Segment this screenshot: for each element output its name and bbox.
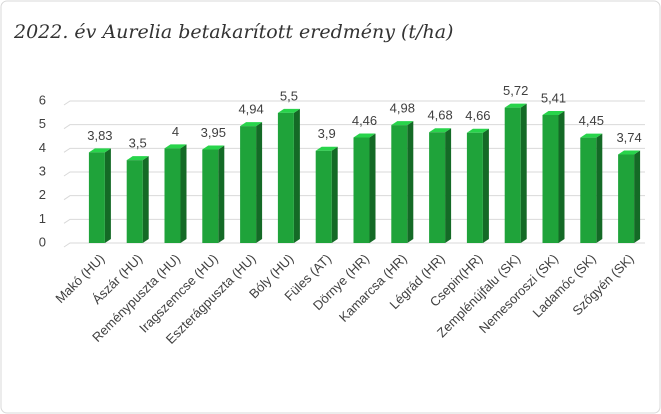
- bar-face: [180, 144, 187, 243]
- bar-face: [558, 110, 565, 243]
- bar: [466, 128, 489, 243]
- grid-line: [63, 124, 645, 130]
- data-label: 4,45: [579, 113, 604, 128]
- data-label: 4,68: [427, 108, 452, 123]
- bar-face: [445, 128, 452, 243]
- bar-face: [466, 128, 489, 133]
- bar: [126, 156, 149, 243]
- grid-line: [63, 100, 645, 106]
- data-label: 5,72: [503, 83, 528, 98]
- bar-face: [391, 125, 408, 243]
- bar-face: [240, 126, 257, 243]
- bar-face: [634, 150, 641, 243]
- bar-face: [353, 133, 376, 138]
- data-label: 3,74: [616, 130, 641, 145]
- bar-face: [542, 110, 565, 115]
- bar-face: [126, 160, 143, 243]
- bar-face: [429, 132, 446, 243]
- y-tick-label: 2: [39, 187, 46, 202]
- bar: [353, 133, 376, 243]
- bar-face: [256, 122, 263, 243]
- data-label: 5,41: [541, 90, 566, 105]
- bar-face: [164, 148, 181, 243]
- bar: [429, 128, 452, 243]
- bar-face: [407, 121, 414, 243]
- data-label: 4,98: [390, 101, 415, 116]
- bar-face: [618, 150, 641, 155]
- bar-face: [202, 149, 219, 243]
- bar-face: [277, 112, 294, 243]
- bar-face: [142, 156, 149, 243]
- bar-face: [88, 148, 111, 153]
- bar: [202, 145, 225, 243]
- bar-face: [391, 121, 414, 126]
- grid-line: [63, 147, 645, 153]
- bar-face: [520, 103, 527, 243]
- bar-face: [88, 152, 105, 243]
- bar-face: [104, 148, 111, 243]
- chart-title: 2022. év Aurelia betakarított eredmény (…: [13, 21, 453, 43]
- y-tick-label: 6: [39, 92, 46, 107]
- bar-face: [164, 144, 187, 149]
- bar: [164, 144, 187, 243]
- bar-face: [580, 137, 597, 243]
- bar-face: [466, 132, 483, 243]
- bar: [88, 148, 111, 243]
- grid-line: [63, 171, 645, 177]
- bar-face: [126, 156, 149, 161]
- bar-face: [369, 133, 376, 243]
- y-tick-label: 3: [39, 163, 46, 178]
- bar-face: [218, 145, 225, 243]
- grid-line: [63, 195, 645, 201]
- bar: [240, 122, 263, 243]
- bar-face: [542, 114, 559, 243]
- y-tick-label: 0: [39, 234, 46, 249]
- data-label: 4,46: [352, 113, 377, 128]
- data-label: 3,95: [201, 125, 226, 140]
- bar-face: [596, 133, 603, 243]
- bar-face: [580, 133, 603, 138]
- data-label: 5,5: [280, 88, 298, 103]
- bar-face: [429, 128, 452, 133]
- bar-face: [240, 122, 263, 127]
- bar-face: [504, 107, 521, 243]
- bar-face: [482, 128, 489, 243]
- data-label: 3,5: [129, 136, 147, 151]
- bar: [580, 133, 603, 243]
- bar-face: [277, 108, 300, 113]
- bar: [618, 150, 641, 243]
- bar: [504, 103, 527, 243]
- bar: [277, 108, 300, 243]
- bar: [315, 146, 338, 243]
- data-label: 4: [172, 124, 179, 139]
- data-label: 3,83: [87, 128, 112, 143]
- bar: [542, 110, 565, 243]
- bar-face: [202, 145, 225, 150]
- data-label: 4,94: [238, 102, 263, 117]
- bar-face: [331, 146, 338, 243]
- y-tick-label: 4: [39, 140, 46, 155]
- y-tick-label: 5: [39, 116, 46, 131]
- y-tick-label: 1: [39, 211, 46, 226]
- bar-face: [315, 150, 332, 243]
- bar: [391, 121, 414, 243]
- grid-line: [63, 218, 645, 224]
- bar-face: [618, 154, 635, 243]
- bar-face: [315, 146, 338, 151]
- data-label: 4,66: [465, 108, 490, 123]
- bar-face: [293, 108, 300, 243]
- bar-face: [353, 137, 370, 243]
- data-label: 3,9: [318, 126, 336, 141]
- bar-face: [504, 103, 527, 108]
- grid-line: [63, 242, 645, 248]
